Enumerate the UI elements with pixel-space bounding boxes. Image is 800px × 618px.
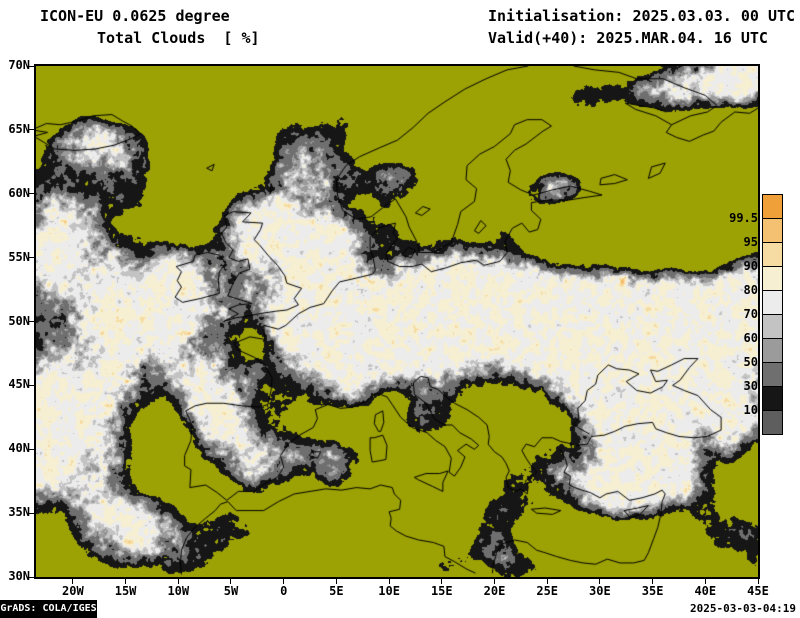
legend-value-label: 30 [743,379,758,393]
lat-tick-mark [29,512,34,514]
legend-color-segment [762,242,783,267]
lat-tick-mark [29,448,34,450]
lat-tick-label: 40N [8,441,30,456]
lat-tick-label: 70N [8,58,30,72]
lon-tick-label: 35E [641,584,664,598]
legend-color-segment [762,266,783,291]
lon-tick-mark [125,579,127,584]
lon-tick-label: 15E [430,584,453,598]
lon-tick-mark [704,579,706,584]
lat-tick-mark [29,65,34,67]
color-scale-legend: 99.5 95 90 80 70 60 50 30 10 [728,194,790,454]
lat-tick-label: 65N [8,121,30,136]
lon-tick-label: 10W [167,584,190,598]
lon-tick-mark [283,579,285,584]
lon-tick-mark [230,579,232,584]
lon-tick-mark [757,579,759,584]
lon-tick-label: 10E [378,584,400,598]
lat-tick-mark [29,384,34,386]
legend-color-segment [762,410,783,435]
lon-tick-mark [335,579,337,584]
legend-value-label: 99.5 [729,211,758,225]
lon-tick-mark [599,579,601,584]
legend-color-segment [762,218,783,243]
lon-tick-label: 45E [747,584,769,598]
lat-tick-mark [29,321,34,322]
lon-tick-label: 40E [694,584,717,598]
lat-tick-label: 55N [8,249,30,264]
legend-value-label: 70 [743,307,758,321]
lon-tick-label: 5E [329,584,344,598]
grads-credit-badge: GrADS: COLA/IGES [0,600,97,618]
valid-time-label: Valid(+40): 2025.MAR.04. 16 UTC [488,29,768,47]
lon-tick-mark [441,579,443,584]
lat-tick-mark [29,193,34,195]
legend-color-segment [762,386,783,411]
lat-tick-label: 45N [8,377,30,392]
lat-tick-label: 30N [8,569,30,583]
lon-tick-label: 25E [536,584,559,598]
lat-tick-label: 35N [8,505,30,520]
lon-tick-label: 5W [223,584,239,598]
lat-tick-mark [29,576,34,578]
lat-tick-label: 60N [8,185,30,200]
legend-value-label: 80 [743,283,758,297]
map-frame [34,64,760,579]
cloud-cover-map-canvas [36,66,758,577]
legend-value-label: 60 [743,331,758,345]
lon-tick-label: 20E [483,584,506,598]
legend-color-segment [762,290,783,315]
lon-tick-label: 20W [62,584,84,598]
model-title: ICON-EU 0.0625 degree [40,7,230,25]
init-time-label: Initialisation: 2025.03.03. 00 UTC [488,7,796,25]
legend-value-label: 50 [743,355,758,369]
lon-tick-label: 0 [280,584,288,598]
lon-tick-mark [388,579,390,584]
legend-color-segment [762,338,783,363]
lon-tick-mark [652,579,654,584]
lon-tick-label: 15W [114,584,137,598]
legend-color-segment [762,314,783,339]
lon-tick-mark [546,579,548,584]
legend-color-segment [762,362,783,387]
lat-tick-mark [29,257,34,259]
legend-value-label: 90 [743,259,758,273]
lat-tick-label: 50N [8,313,30,328]
variable-title: Total Clouds [ %] [97,29,260,47]
lon-tick-label: 30E [589,584,611,598]
legend-value-label: 10 [743,403,758,417]
lon-tick-mark [72,579,74,584]
legend-value-label: 95 [743,235,758,249]
lon-tick-mark [177,579,179,584]
lon-tick-mark [493,579,495,584]
generation-timestamp: 2025-03-03-04:19 [690,602,796,615]
lat-tick-mark [29,129,34,131]
legend-color-segment [762,194,783,219]
